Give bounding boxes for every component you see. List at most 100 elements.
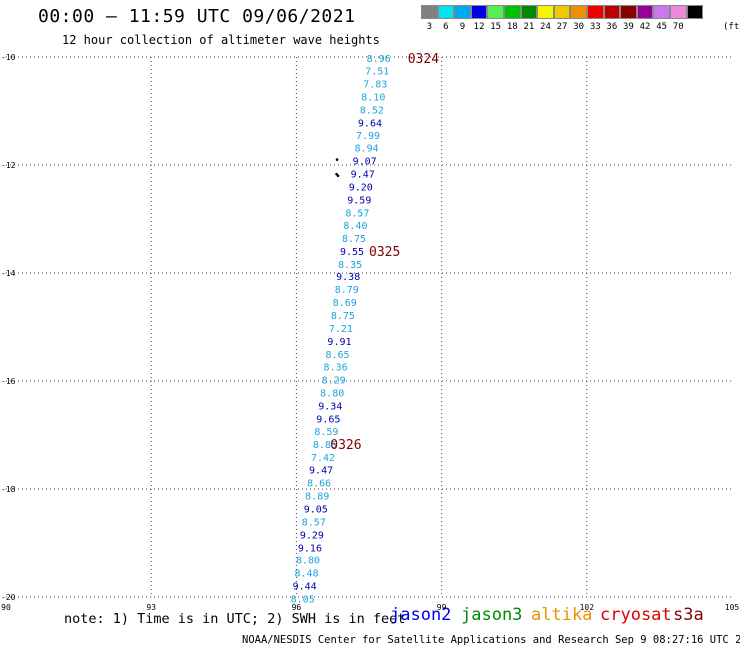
wave-height-value: 8.89 — [305, 491, 329, 502]
legend-label: 24 — [540, 22, 551, 32]
legend-swatch — [620, 5, 637, 19]
legend-label: 9 — [459, 22, 466, 32]
map-subtitle: 12 hour collection of altimeter wave hei… — [62, 33, 380, 47]
legend-label: 18 — [506, 22, 518, 32]
wave-height-value: 9.29 — [300, 530, 324, 541]
time-label: 0326 — [330, 438, 361, 453]
wave-height-value: 8.29 — [322, 375, 346, 386]
legend-swatch — [421, 5, 438, 19]
wave-height-value: 7.42 — [311, 453, 335, 464]
wave-height-value: 9.20 — [349, 183, 373, 194]
wave-height-value: 7.99 — [356, 131, 380, 142]
satellite-altika: altika — [531, 605, 593, 625]
satellite-jason2: jason2 — [390, 605, 452, 625]
legend-swatch — [487, 5, 504, 19]
map-title: 00:00 – 11:59 UTC 09/06/2021 — [38, 6, 356, 27]
wave-height-value: 8.96 — [367, 54, 391, 65]
legend-swatch — [603, 5, 621, 19]
wave-height-value: 8.52 — [360, 105, 384, 116]
note-text: note: 1) Time is in UTC; 2) SWH is in fe… — [64, 611, 406, 627]
wave-height-value: 8.85 — [313, 440, 337, 451]
legend-label: 42 — [639, 22, 651, 32]
wave-height-value: 9.64 — [358, 118, 382, 129]
wave-height-value: 9.38 — [336, 272, 360, 283]
legend-unit: (ft) — [723, 22, 740, 32]
lat-tick-label: -16 — [1, 377, 16, 386]
legend-swatch — [520, 5, 538, 19]
island-point — [336, 174, 340, 178]
wave-height-value: 9.05 — [304, 504, 328, 515]
legend-swatch — [686, 5, 704, 19]
legend-label: 45 — [656, 22, 668, 32]
lon-tick-label: 93 — [146, 603, 156, 612]
legend-swatch — [636, 5, 654, 19]
wave-height-value: 7.83 — [363, 79, 387, 90]
wave-height-value: 8.35 — [338, 260, 362, 271]
wave-height-value: 8.40 — [343, 221, 367, 232]
island-point — [335, 158, 339, 161]
legend-label: 6 — [443, 22, 449, 32]
footer-credit: NOAA/NESDIS Center for Satellite Applica… — [242, 634, 740, 646]
legend-swatch — [503, 5, 521, 19]
legend-label: 36 — [606, 22, 618, 32]
wave-height-value: 7.21 — [329, 324, 353, 335]
legend-label: 33 — [589, 22, 601, 32]
wave-height-value: 9.65 — [316, 414, 340, 425]
legend-labels: 3 6 9 12 15 18 21 24 27 30 33 36 39 42 45 70 — [421, 22, 703, 32]
wave-height-value: 8.57 — [302, 517, 326, 528]
wave-height-value: 8.65 — [325, 350, 349, 361]
legend-swatch — [586, 5, 604, 19]
legend-label: 3 — [426, 22, 432, 32]
wave-height-value: 9.59 — [347, 196, 371, 207]
wave-height-value: 8.59 — [314, 427, 338, 438]
wave-height-value: 8.69 — [333, 298, 357, 309]
wave-height-value: 9.55 — [340, 247, 364, 258]
legend-label: 12 — [473, 22, 485, 32]
wave-height-value: 8.05 — [291, 595, 315, 606]
wave-height-value: 7.51 — [365, 67, 389, 78]
time-label: 0325 — [369, 245, 400, 260]
wave-height-value: 8.10 — [361, 92, 385, 103]
time-label: 0324 — [408, 52, 439, 67]
lon-tick-label: 99 — [437, 603, 447, 612]
wave-height-value: 9.47 — [351, 170, 375, 181]
lat-tick-label: -18 — [1, 485, 16, 494]
lon-tick-label: 96 — [292, 603, 302, 612]
wave-height-value: 8.94 — [355, 144, 379, 155]
legend-swatch — [653, 5, 670, 19]
wave-height-value: 8.36 — [324, 362, 348, 373]
legend-swatches — [421, 5, 704, 19]
lat-tick-label: -20 — [1, 593, 16, 602]
wave-height-value: 9.34 — [318, 401, 342, 412]
legend-label: 21 — [523, 22, 535, 32]
legend-swatch — [454, 5, 471, 19]
wave-height-value: 9.47 — [309, 466, 333, 477]
legend-swatch — [470, 5, 488, 19]
legend-swatch — [669, 5, 687, 19]
satellite-s3a: s3a — [673, 605, 704, 625]
lon-tick-label: 90 — [1, 603, 11, 612]
legend-swatch — [537, 5, 554, 19]
satellite-jason3: jason3 — [461, 605, 523, 625]
legend-label: 27 — [556, 22, 568, 32]
wave-height-value: 8.75 — [331, 311, 355, 322]
legend-label: 39 — [623, 22, 634, 32]
legend-label: 15 — [490, 22, 502, 32]
wave-height-value: 8.80 — [296, 556, 320, 567]
legend-swatch — [570, 5, 587, 19]
wave-height-value: 9.16 — [298, 543, 322, 554]
wave-height-value: 9.91 — [327, 337, 351, 348]
lon-tick-label: 105 — [725, 603, 740, 612]
legend-swatch — [437, 5, 455, 19]
wave-height-value: 9.44 — [293, 582, 317, 593]
legend-swatch — [553, 5, 571, 19]
legend-label: 70 — [672, 22, 684, 32]
lat-tick-label: -10 — [1, 53, 16, 62]
wave-height-value: 8.79 — [335, 285, 359, 296]
wave-height-value: 8.66 — [307, 479, 331, 490]
wave-height-value: 9.07 — [353, 157, 377, 168]
lat-tick-label: -14 — [1, 269, 16, 278]
wave-height-value: 8.80 — [320, 388, 344, 399]
